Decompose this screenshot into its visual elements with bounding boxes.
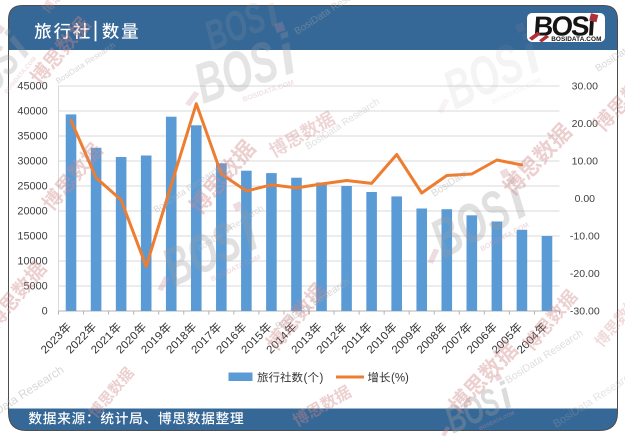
svg-text:(%): (%) (391, 373, 409, 385)
svg-text:35000: 35000 (17, 131, 47, 143)
svg-text:BOSIDATA.COM: BOSIDATA.COM (551, 36, 601, 43)
svg-text:45000: 45000 (17, 81, 47, 93)
svg-text:20000: 20000 (17, 206, 47, 218)
svg-text:20.00: 20.00 (572, 118, 598, 130)
svg-text:-30.00: -30.00 (570, 306, 600, 318)
svg-text:25000: 25000 (17, 181, 47, 193)
svg-text:15000: 15000 (17, 231, 47, 243)
svg-text:-10.00: -10.00 (570, 231, 600, 243)
svg-text:0: 0 (42, 306, 48, 318)
svg-text:10.00: 10.00 (572, 156, 598, 168)
svg-text:): ) (320, 373, 324, 385)
svg-text:BOSi: BOSi (533, 11, 595, 42)
svg-text:40000: 40000 (17, 106, 47, 118)
svg-text:(: ( (304, 373, 308, 385)
svg-text:30000: 30000 (17, 156, 47, 168)
svg-text:0.00: 0.00 (575, 193, 596, 205)
svg-text:30.00: 30.00 (572, 81, 598, 93)
svg-text:-20.00: -20.00 (570, 268, 600, 280)
